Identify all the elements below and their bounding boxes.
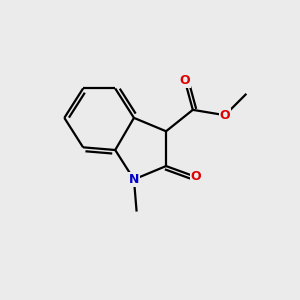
Text: O: O bbox=[190, 170, 201, 183]
Text: O: O bbox=[220, 109, 230, 122]
Text: N: N bbox=[129, 173, 139, 186]
Text: O: O bbox=[179, 74, 190, 87]
